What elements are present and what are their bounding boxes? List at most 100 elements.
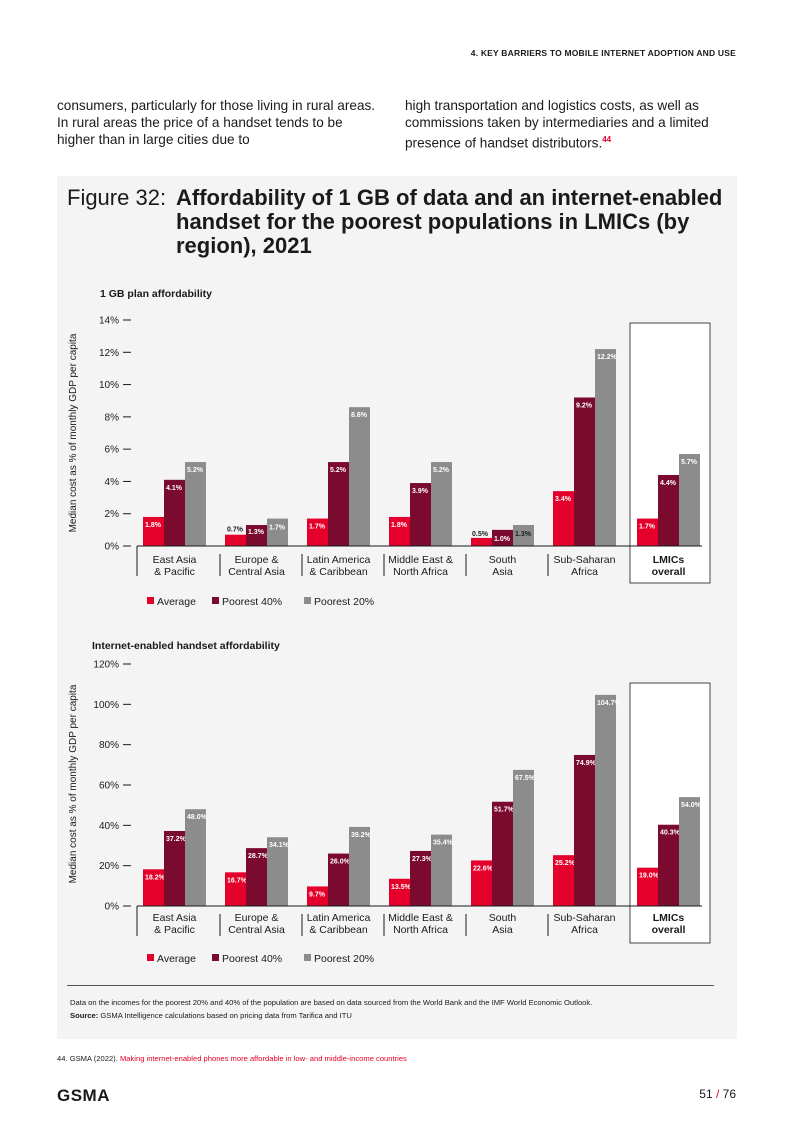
handset-bar-poorest-20- [349, 826, 370, 906]
gb-data-label: 5.2% [330, 467, 347, 474]
gb-data-label: 9.2% [576, 402, 593, 409]
handset-category-label: South [489, 912, 517, 924]
gb-data-label: 5.2% [187, 467, 204, 474]
handset-chart-title: Internet-enabled handset affordability [92, 640, 280, 652]
handset-category-label: Africa [571, 924, 598, 936]
gb-category-label: overall [652, 566, 686, 578]
footnote-ref[interactable]: 44 [602, 135, 612, 144]
gb-y-tick-label: 14% [99, 316, 119, 327]
gb-data-label: 1.3% [515, 531, 532, 538]
handset-bar-poorest-40- [164, 830, 185, 906]
gb-category-label: Sub-Saharan [554, 554, 616, 566]
handset-y-tick-label: 120% [93, 660, 119, 671]
gb-bar-average [307, 518, 328, 546]
handset-data-label: 19.0% [639, 873, 660, 880]
gb-category-label: North Africa [393, 566, 448, 578]
gb-category-label: LMICs [653, 554, 685, 566]
source-note: Source: GSMA Intelligence calculations b… [70, 1009, 730, 1022]
gb-data-label: 3.4% [555, 496, 572, 503]
handset-bar-poorest-40- [328, 853, 349, 906]
gb-legend-swatch [212, 597, 219, 604]
handset-data-label: 34.1% [269, 842, 290, 849]
gb-category-label: & Caribbean [309, 566, 368, 578]
handset-data-label: 37.2% [166, 836, 187, 843]
handset-data-label: 51.7% [494, 807, 515, 814]
page-number: 51 / 76 [699, 1087, 736, 1101]
handset-data-label: 39.2% [351, 832, 372, 839]
gb-bar-poorest-20- [679, 453, 700, 546]
handset-legend-label: Poorest 20% [314, 953, 374, 965]
gb-bar-poorest-40- [164, 479, 185, 546]
handset-bar-poorest-40- [658, 824, 679, 906]
data-note: Data on the incomes for the poorest 20% … [70, 998, 593, 1007]
handset-bar-poorest-20- [431, 834, 452, 906]
handset-bar-average [389, 878, 410, 906]
handset-category-label: LMICs [653, 912, 685, 924]
handset-y-tick-label: 100% [93, 700, 119, 711]
gb-category-label: Africa [571, 566, 598, 578]
gb-y-axis-label: Median cost as % of monthly GDP per capi… [68, 333, 79, 532]
gb-bar-average [637, 518, 658, 546]
handset-legend-label: Average [157, 953, 196, 965]
handset-category-label: Europe & [235, 912, 279, 924]
handset-category-label: Middle East & [388, 912, 453, 924]
handset-bar-average [225, 872, 246, 906]
gb-bar-poorest-40- [328, 462, 349, 546]
handset-category-label: North Africa [393, 924, 448, 936]
gb-bar-poorest-20- [267, 518, 288, 546]
handset-data-label: 9.7% [309, 891, 326, 898]
notes-divider [67, 985, 714, 986]
handset-bar-average [143, 869, 164, 906]
gb-legend-label: Poorest 40% [222, 596, 282, 608]
gb-data-label: 12.2% [597, 354, 618, 361]
gb-bar-poorest-20- [185, 462, 206, 546]
handset-legend-label: Poorest 40% [222, 953, 282, 965]
gb-category-label: Central Asia [228, 566, 285, 578]
gb-legend-swatch [147, 597, 154, 604]
footnote-link[interactable]: Making internet-enabled phones more affo… [119, 1054, 407, 1063]
footnote-prefix: GSMA (2022). [69, 1054, 118, 1063]
gb-bar-poorest-20- [431, 462, 452, 546]
source-label: Source: [70, 1011, 99, 1020]
page-separator: / [712, 1087, 723, 1101]
handset-bar-average [471, 860, 492, 906]
gb-bar-poorest-40- [574, 397, 595, 546]
gb-bar-poorest-40- [658, 474, 679, 546]
handset-y-tick-label: 0% [105, 902, 120, 913]
handset-data-label: 13.5% [391, 884, 412, 891]
intro-text-right: high transportation and logistics costs,… [405, 97, 735, 152]
gb-bar-average [225, 534, 246, 546]
gb-data-label: 4.4% [660, 480, 677, 487]
gb-data-label: 4.1% [166, 485, 183, 492]
gb-data-label: 0.5% [472, 531, 489, 538]
gb-y-tick-label: 2% [105, 509, 120, 520]
intro-text-left: consumers, particularly for those living… [57, 98, 376, 147]
gsma-logo: GSMA [57, 1086, 110, 1105]
figure-label: Figure 32: [67, 185, 167, 210]
handset-y-tick-label: 40% [99, 821, 119, 832]
gb-data-label: 1.7% [639, 524, 656, 531]
gb-legend-swatch [304, 597, 311, 604]
handset-category-label: & Caribbean [309, 924, 368, 936]
gb-bar-poorest-20- [513, 525, 534, 546]
handset-category-label: Asia [492, 924, 513, 936]
gb-category-label: South [489, 554, 517, 566]
handset-category-label: overall [652, 924, 686, 936]
handset-category-label: East Asia [153, 912, 197, 924]
current-page: 51 [699, 1087, 713, 1101]
gb-data-label: 5.7% [681, 459, 698, 466]
handset-y-tick-label: 20% [99, 861, 119, 872]
gb-y-tick-label: 0% [105, 542, 120, 553]
gb-y-tick-label: 10% [99, 380, 119, 391]
gb-bar-poorest-40- [492, 529, 513, 546]
gb-data-label: 1.3% [248, 529, 265, 536]
gb-data-label: 1.8% [145, 522, 162, 529]
gb-category-label: East Asia [153, 554, 197, 566]
gb-y-tick-label: 8% [105, 412, 120, 423]
footnote: 44. GSMA (2022). Making internet-enabled… [57, 1054, 407, 1063]
handset-data-label: 16.7% [227, 877, 248, 884]
gb-data-label: 3.9% [412, 488, 429, 495]
footnote-number: 44. [57, 1054, 68, 1063]
handset-y-axis-label: Median cost as % of monthly GDP per capi… [68, 684, 79, 883]
